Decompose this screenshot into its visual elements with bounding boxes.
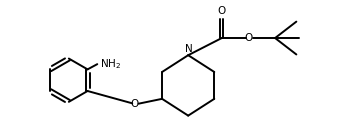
- Text: O: O: [218, 6, 226, 16]
- Text: O: O: [131, 99, 139, 109]
- Text: O: O: [245, 33, 253, 43]
- Text: N: N: [185, 44, 193, 54]
- Text: NH$_2$: NH$_2$: [99, 57, 121, 71]
